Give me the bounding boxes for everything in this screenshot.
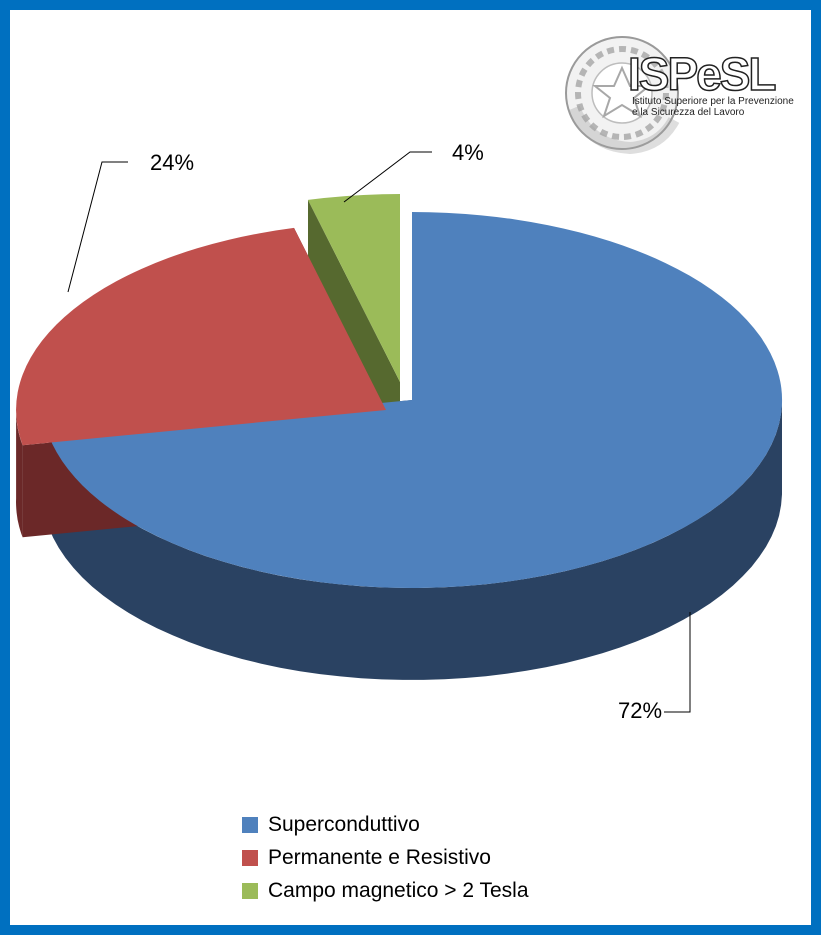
leader-line [343, 151, 432, 203]
legend-item-permanente: Permanente e Resistivo [242, 841, 529, 874]
legend-swatch [242, 816, 258, 833]
legend-item-campo-magnetico: Campo magnetico > 2 Tesla [242, 874, 529, 907]
legend-label: Superconduttivo [268, 812, 420, 836]
legend-label: Permanente e Resistivo [268, 845, 491, 869]
pie-data-labels: 72% 24% 4% [150, 140, 662, 723]
seal-icon [565, 36, 680, 155]
chart-legend: Superconduttivo Permanente e Resistivo C… [242, 808, 529, 907]
data-label: 24% [150, 150, 194, 175]
legend-label: Campo magnetico > 2 Tesla [268, 878, 529, 902]
ispesl-logo [565, 36, 680, 155]
data-label: 72% [618, 698, 662, 723]
legend-swatch [242, 849, 258, 866]
pie-leader-lines [67, 151, 691, 713]
logo-wordmark: ISPeSL Istituto Superiore per la Prevenz… [627, 48, 794, 118]
legend-swatch [242, 882, 258, 899]
legend-item-superconduttivo: Superconduttivo [242, 808, 529, 841]
leader-line [664, 612, 691, 713]
pie-slice-campo-magnetico-2-tesla [308, 194, 400, 382]
pie-slice-side [16, 406, 23, 538]
logo-name: ISPeSL [627, 48, 777, 100]
leader-line [67, 161, 128, 293]
pie-tops [16, 194, 783, 588]
data-label: 4% [452, 140, 484, 165]
pie-slice-side [48, 402, 783, 680]
pie-slice-superconduttivo [48, 212, 783, 588]
logo-subtitle-2: e la Sicurezza del Lavoro [632, 107, 745, 118]
logo-subtitle-1: Istituto Superiore per la Prevenzione [632, 96, 794, 107]
pie-slice-permanente-e-resistivo [16, 227, 387, 446]
